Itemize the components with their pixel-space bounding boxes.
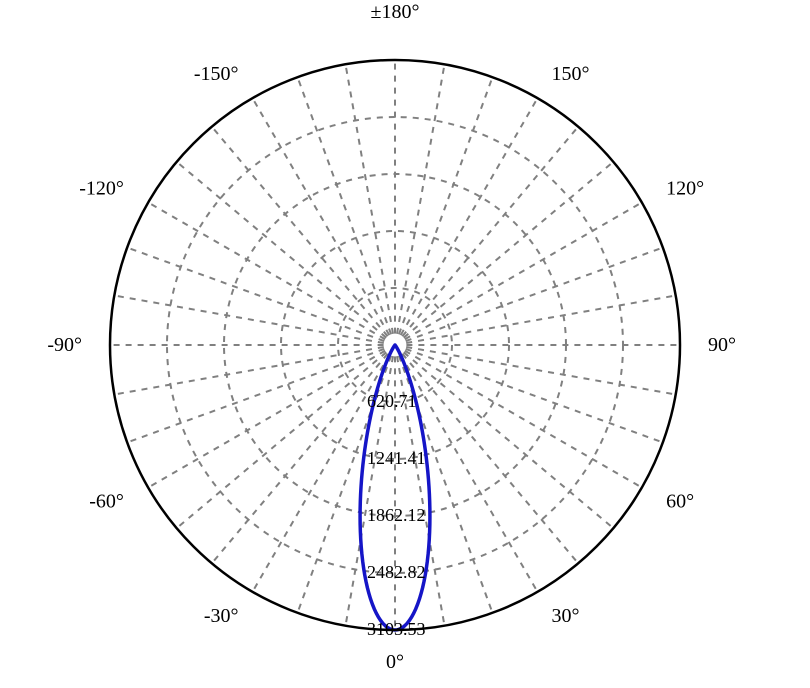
grid-spoke <box>177 352 387 528</box>
grid-spoke <box>402 127 578 337</box>
grid-spoke <box>148 351 385 488</box>
grid-spoke <box>114 347 383 395</box>
angle-label: 60° <box>666 491 694 513</box>
angle-label: -90° <box>47 334 82 356</box>
grid-spoke <box>406 296 675 344</box>
ring-label: 2482.82 <box>367 562 426 582</box>
grid-spoke <box>212 127 388 337</box>
angle-label: 120° <box>666 178 704 200</box>
angle-label: -150° <box>194 63 239 85</box>
grid-spoke <box>397 64 445 333</box>
grid-spoke <box>177 162 387 338</box>
ring-label: 1241.41 <box>367 448 426 468</box>
angle-label: 150° <box>552 63 590 85</box>
grid-spoke <box>404 162 614 338</box>
ring-label: 620.71 <box>367 391 417 411</box>
grid-spoke <box>148 203 385 340</box>
grid-spoke <box>404 352 614 528</box>
polar-chart: 620.71 1241.41 1862.12 2482.82 3103.53 0° 30° 6… <box>0 0 810 688</box>
grid-spoke <box>253 98 390 335</box>
angle-label: ±180° <box>371 1 420 23</box>
angle-label: 90° <box>708 334 736 356</box>
grid-spoke <box>401 355 538 592</box>
grid-spoke <box>405 351 642 488</box>
ring-label: 3103.53 <box>367 619 426 639</box>
grid-spoke <box>401 98 538 335</box>
angle-label: -120° <box>79 178 124 200</box>
angle-label: -60° <box>89 491 124 513</box>
angle-label: 0° <box>386 651 404 673</box>
grid-spoke <box>405 203 642 340</box>
angle-label: 30° <box>552 605 580 627</box>
angle-label: -30° <box>204 605 239 627</box>
ring-label: 1862.12 <box>367 505 426 525</box>
